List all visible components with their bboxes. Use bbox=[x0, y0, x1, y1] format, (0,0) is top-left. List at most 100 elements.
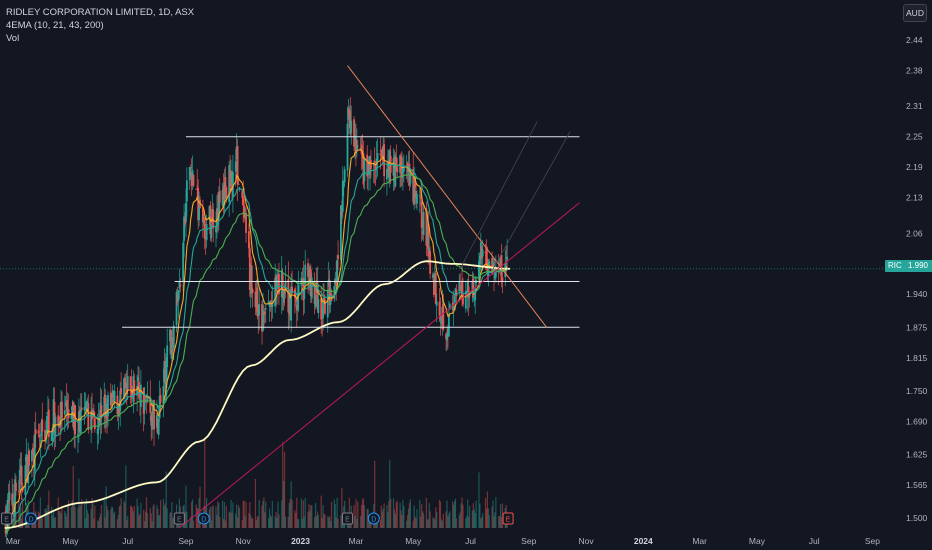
volume-bar bbox=[271, 500, 273, 528]
y-axis-tick-label: 1.500 bbox=[906, 513, 928, 523]
volume-bar bbox=[156, 505, 158, 528]
volume-bar bbox=[192, 520, 195, 528]
volume-bar bbox=[236, 504, 238, 528]
projection-line bbox=[459, 121, 538, 270]
dividend-marker[interactable] bbox=[197, 512, 210, 525]
volume-bar bbox=[467, 499, 469, 528]
candle-body bbox=[136, 385, 139, 396]
earnings-marker[interactable] bbox=[502, 512, 514, 525]
candle-body bbox=[505, 263, 508, 265]
volume-bar bbox=[333, 499, 335, 528]
volume-bar bbox=[250, 514, 252, 528]
volume-bar bbox=[394, 513, 396, 528]
volume-bar bbox=[442, 513, 444, 528]
volume-bar bbox=[415, 518, 417, 528]
volume-bar bbox=[254, 479, 257, 528]
candle-body bbox=[171, 337, 174, 344]
volume-bar bbox=[124, 502, 126, 528]
candle-body bbox=[308, 274, 310, 278]
candle-body bbox=[479, 255, 481, 264]
volume-bar bbox=[162, 498, 165, 528]
currency-button[interactable]: AUD bbox=[903, 4, 927, 22]
candle-body bbox=[59, 416, 62, 428]
x-axis-tick-label: Nov bbox=[236, 536, 252, 546]
candle-body bbox=[333, 286, 336, 300]
candle-body bbox=[314, 295, 317, 307]
earnings-marker[interactable] bbox=[173, 512, 185, 525]
volume-bar bbox=[472, 503, 474, 528]
volume-bar bbox=[196, 508, 198, 528]
ema-indicator-label[interactable]: 4EMA (10, 21, 43, 200) bbox=[6, 20, 104, 31]
volume-bar bbox=[428, 503, 430, 528]
candle-body bbox=[119, 390, 122, 411]
dividend-marker[interactable] bbox=[24, 512, 37, 525]
volume-bar bbox=[329, 516, 331, 528]
volume-bar bbox=[282, 442, 284, 528]
candle-body bbox=[211, 209, 214, 223]
volume-bar bbox=[413, 505, 415, 528]
dividend-marker[interactable] bbox=[367, 512, 380, 525]
candle-body bbox=[236, 145, 239, 185]
volume-bar bbox=[360, 516, 362, 528]
volume-bar bbox=[390, 498, 392, 528]
y-axis-tick-label: 1.940 bbox=[906, 289, 928, 299]
candle-body bbox=[479, 242, 482, 258]
earnings-marker[interactable] bbox=[1, 512, 13, 525]
candle-body bbox=[67, 409, 70, 419]
volume-bar bbox=[488, 515, 490, 528]
ascending-support-trendline[interactable] bbox=[179, 202, 580, 529]
candle-body bbox=[425, 208, 428, 246]
volume-bar bbox=[409, 499, 412, 528]
candle-body bbox=[19, 465, 22, 472]
candle-body bbox=[374, 166, 377, 171]
candle-body bbox=[400, 156, 402, 171]
candle-body bbox=[435, 301, 438, 306]
candle-body bbox=[335, 278, 338, 286]
volume-bar bbox=[499, 515, 501, 528]
earnings-marker-label: E bbox=[506, 517, 511, 524]
candle-body bbox=[294, 299, 297, 302]
volume-bar bbox=[289, 498, 291, 528]
candle-body bbox=[264, 307, 267, 310]
x-axis-tick-label: May bbox=[62, 536, 79, 546]
volume-bar bbox=[58, 511, 60, 528]
descending-resistance-trendline[interactable] bbox=[347, 65, 547, 328]
candle-body bbox=[290, 286, 293, 321]
volume-bar bbox=[480, 518, 482, 528]
candle-body bbox=[386, 165, 389, 166]
y-axis-tick-label: 1.625 bbox=[906, 449, 928, 459]
volume-bar bbox=[426, 519, 428, 528]
y-axis-tick-label: 2.06 bbox=[906, 228, 923, 238]
x-axis-tick-label: Mar bbox=[6, 536, 21, 546]
volume-bar bbox=[310, 504, 312, 528]
candle-body bbox=[145, 396, 148, 398]
candle-body bbox=[231, 171, 233, 192]
symbol-price-tag: RIC bbox=[885, 260, 905, 272]
symbol-title[interactable]: RIDLEY CORPORATION LIMITED, 1D, ASX bbox=[6, 7, 195, 18]
volume-bar bbox=[222, 519, 225, 528]
candle-body bbox=[90, 411, 92, 431]
volume-indicator-label[interactable]: Vol bbox=[6, 33, 20, 44]
candle-body bbox=[54, 416, 57, 437]
candle-body bbox=[262, 310, 264, 331]
candle-body bbox=[41, 419, 44, 432]
candle-body bbox=[267, 301, 270, 305]
candle-body bbox=[44, 429, 46, 440]
volume-bar bbox=[460, 503, 462, 528]
candle-body bbox=[113, 391, 116, 402]
volume-bar bbox=[65, 513, 67, 528]
candle-body bbox=[342, 183, 345, 186]
candle-body bbox=[234, 161, 237, 172]
volume-bar bbox=[217, 501, 219, 528]
volume-bar bbox=[321, 518, 323, 528]
candle-body bbox=[178, 281, 181, 289]
earnings-marker[interactable] bbox=[341, 512, 353, 525]
volume-bar bbox=[159, 500, 162, 528]
volume-bar bbox=[429, 511, 431, 528]
y-axis-tick-label: 1.815 bbox=[906, 353, 928, 363]
y-axis-tick-label: 2.44 bbox=[906, 35, 923, 45]
candle-body bbox=[33, 434, 36, 471]
x-axis-tick-label: May bbox=[749, 536, 766, 546]
